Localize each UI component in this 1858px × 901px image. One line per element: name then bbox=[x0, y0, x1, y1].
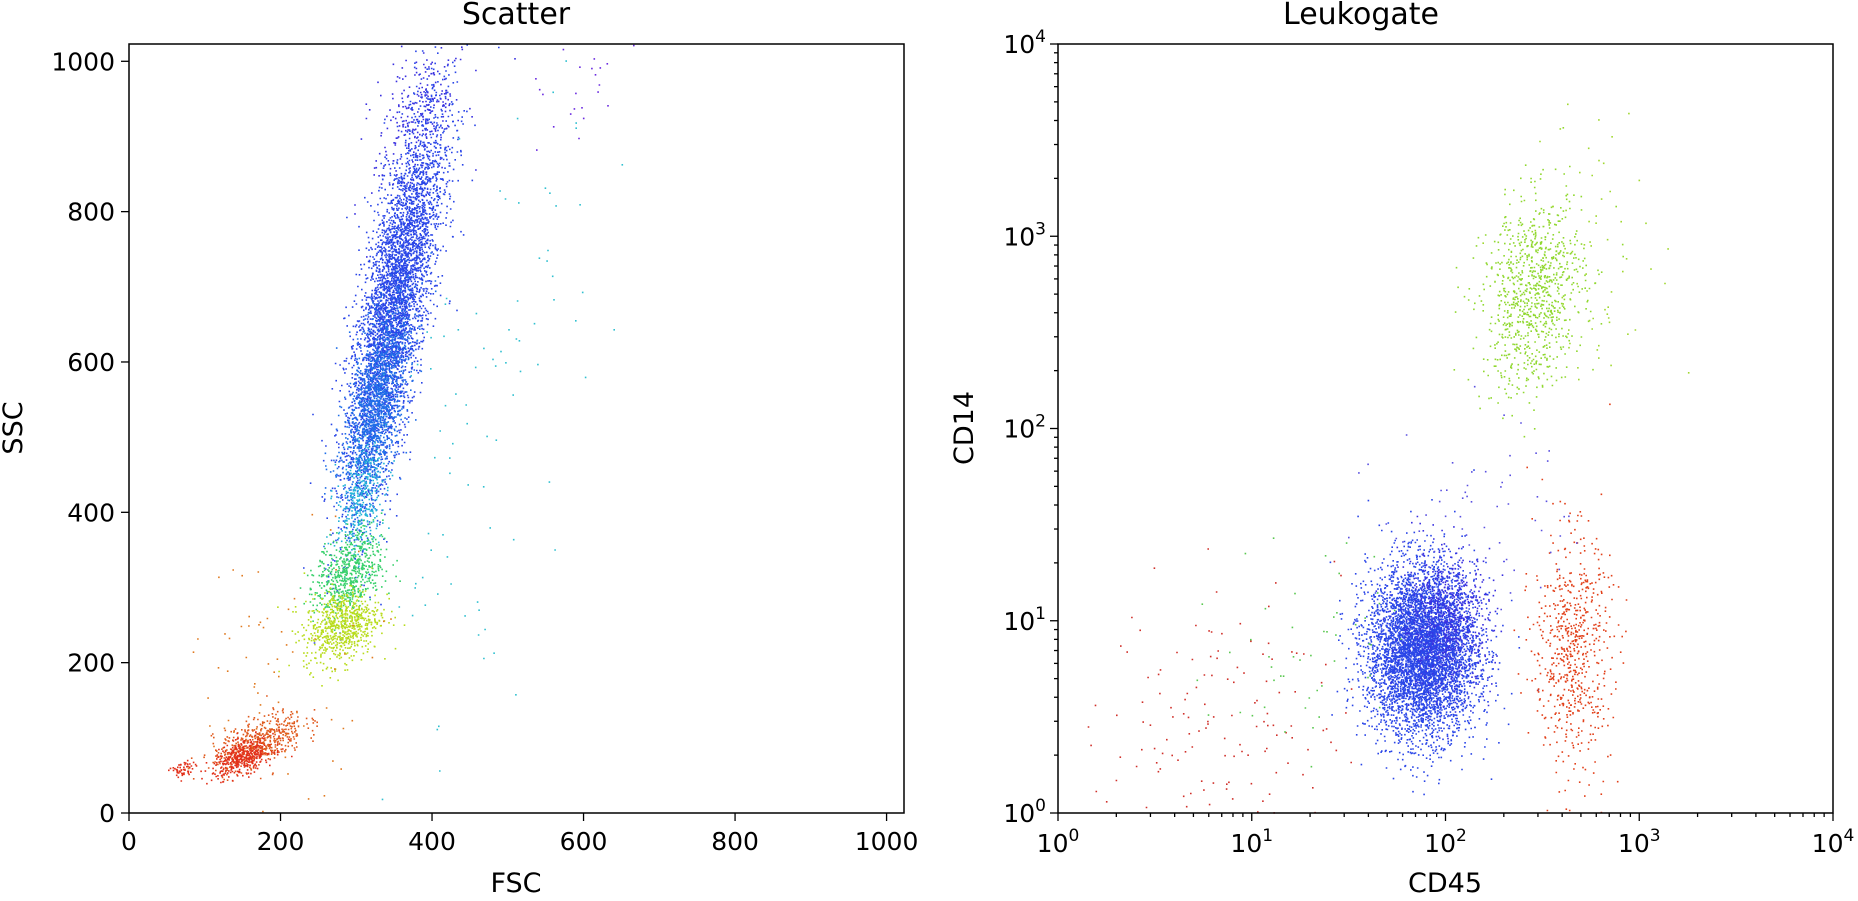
scatter-population-1 bbox=[323, 230, 437, 559]
scatter-population-2 bbox=[326, 373, 395, 580]
leukogate-y-tick-label: 104 bbox=[1003, 27, 1046, 59]
scatter-population-7 bbox=[168, 759, 198, 782]
scatter-population-4 bbox=[277, 567, 406, 687]
scatter-population-10 bbox=[535, 44, 635, 151]
scatter-y-tick-label: 1000 bbox=[51, 47, 115, 76]
leukogate-x-tick-label: 103 bbox=[1618, 826, 1661, 858]
leukogate-y-tick-label: 101 bbox=[1003, 604, 1046, 636]
leukogate-ticks: 100 101 102 103 104 100 101 102 103 104 bbox=[1003, 27, 1854, 858]
scatter-plot-frame bbox=[128, 43, 905, 814]
leukogate-x-tick-label: 102 bbox=[1424, 826, 1467, 858]
scatter-population-8 bbox=[354, 45, 516, 258]
leukogate-population-4 bbox=[1087, 548, 1353, 814]
scatter-population-5 bbox=[190, 695, 318, 782]
scatter-y-tick-label: 200 bbox=[67, 649, 115, 678]
scatter-title: Scatter bbox=[462, 0, 571, 32]
leukogate-x-tick-label: 101 bbox=[1230, 826, 1273, 858]
scatter-ticks: 0 200 400 600 800 1000 0 200 400 600 800 1000 bbox=[51, 47, 918, 856]
leukogate-x-axis-label: CD45 bbox=[1408, 868, 1482, 899]
leukogate-y-axis-label: CD14 bbox=[949, 391, 980, 465]
scatter-population-6 bbox=[200, 729, 293, 785]
scatter-x-tick-label: 200 bbox=[257, 827, 305, 856]
leukogate-population-3 bbox=[1513, 403, 1628, 814]
scatter-y-tick-label: 0 bbox=[99, 799, 115, 828]
leukogate-panel: Leukogate 100 101 102 103 104 100 101 102 103 104… bbox=[949, 0, 1854, 899]
scatter-x-axis-label: FSC bbox=[490, 868, 541, 899]
leukogate-y-tick-label: 102 bbox=[1003, 412, 1046, 444]
scatter-population-0 bbox=[303, 44, 500, 644]
scatter-x-tick-label: 1000 bbox=[855, 827, 919, 856]
scatter-population-9 bbox=[364, 60, 624, 801]
scatter-x-tick-label: 600 bbox=[560, 827, 608, 856]
leukogate-x-tick-label: 100 bbox=[1037, 826, 1080, 858]
scatter-y-tick-label: 600 bbox=[67, 348, 115, 377]
scatter-x-tick-label: 0 bbox=[121, 827, 137, 856]
scatter-panel: Scatter 0 200 400 600 800 1000 0 200 400 600 800 10… bbox=[0, 0, 918, 899]
scatter-x-tick-label: 800 bbox=[711, 827, 759, 856]
leukogate-population-5 bbox=[1196, 537, 1402, 768]
leukogate-population-7 bbox=[1482, 103, 1690, 381]
leukogate-population-2 bbox=[1453, 127, 1624, 438]
leukogate-population-0 bbox=[1329, 469, 1540, 796]
leukogate-population-6 bbox=[1348, 385, 1578, 611]
leukogate-title: Leukogate bbox=[1283, 0, 1439, 32]
scatter-population-11 bbox=[187, 513, 392, 813]
scatter-y-tick-label: 400 bbox=[67, 498, 115, 527]
scatter-y-axis-label: SSC bbox=[0, 401, 29, 454]
leukogate-y-tick-label: 100 bbox=[1003, 796, 1046, 828]
leukogate-y-tick-label: 103 bbox=[1003, 219, 1046, 251]
scatter-x-tick-label: 400 bbox=[408, 827, 456, 856]
leukogate-x-tick-label: 104 bbox=[1812, 826, 1855, 858]
scatter-y-tick-label: 800 bbox=[67, 198, 115, 227]
leukogate-points bbox=[1087, 103, 1690, 814]
scatter-points bbox=[168, 44, 635, 813]
